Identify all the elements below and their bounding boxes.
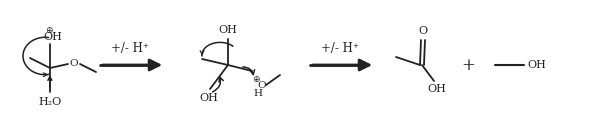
Text: +/- H⁺: +/- H⁺	[321, 41, 359, 54]
Text: OH: OH	[427, 84, 446, 94]
Text: ⊕: ⊕	[252, 74, 260, 83]
Text: H: H	[253, 89, 262, 99]
Text: H₂O: H₂O	[38, 97, 62, 107]
FancyArrowPatch shape	[48, 76, 52, 87]
Text: O: O	[70, 58, 78, 67]
Text: ⊕: ⊕	[45, 25, 53, 34]
Text: OH: OH	[218, 25, 237, 35]
Text: OH: OH	[44, 32, 62, 42]
Text: OH: OH	[527, 60, 546, 70]
Text: O: O	[258, 80, 266, 89]
Text: +: +	[461, 57, 475, 73]
Text: OH: OH	[200, 93, 218, 103]
Text: O: O	[419, 26, 427, 36]
FancyArrowPatch shape	[243, 67, 255, 75]
FancyArrowPatch shape	[213, 77, 223, 92]
Text: +/- H⁺: +/- H⁺	[111, 41, 149, 54]
